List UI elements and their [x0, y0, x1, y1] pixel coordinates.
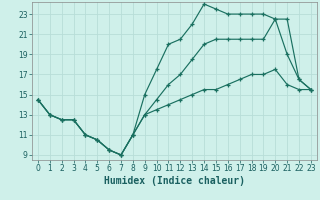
X-axis label: Humidex (Indice chaleur): Humidex (Indice chaleur)	[104, 176, 245, 186]
